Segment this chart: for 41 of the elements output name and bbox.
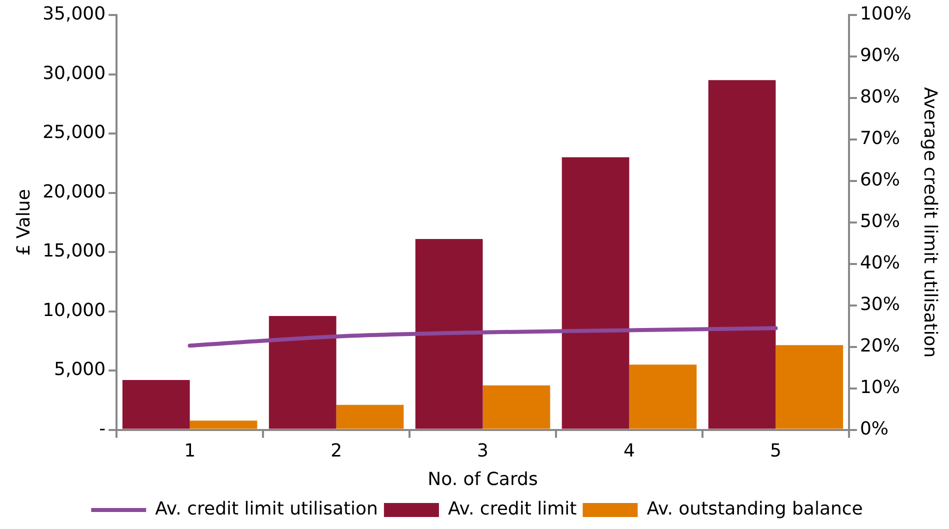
bar (629, 364, 697, 429)
y-tick-label: - (99, 418, 106, 440)
y2-tick-label: 30% (860, 294, 900, 316)
y-tick-label: 30,000 (42, 62, 106, 84)
y2-tick-label: 80% (860, 86, 900, 108)
bar (708, 80, 776, 429)
legend-label: Av. credit limit utilisation (155, 498, 378, 520)
y2-axis-title: Average credit limit utilisation (920, 87, 941, 358)
y2-tick-label: 90% (860, 45, 900, 66)
y-tick-label: 15,000 (42, 240, 106, 262)
x-tick-label: 3 (477, 440, 488, 462)
x-axis-title: No. of Cards (428, 468, 538, 490)
y2-tick-label: 40% (860, 252, 900, 274)
y-tick-label: 20,000 (42, 181, 106, 202)
x-tick-label: 1 (184, 440, 196, 462)
y-tick-label: 35,000 (42, 4, 106, 25)
bar (190, 420, 258, 429)
bar (336, 404, 404, 429)
line-series (188, 326, 778, 348)
bar (415, 238, 483, 429)
x-tick-label: 4 (624, 440, 635, 462)
x-tick-label: 2 (330, 440, 342, 462)
y2-tick-label: 70% (860, 128, 900, 150)
y2-tick-label: 0% (860, 418, 889, 440)
legend-label: Av. outstanding balance (646, 498, 863, 520)
x-tick-label: 5 (770, 440, 782, 462)
bar (122, 380, 190, 429)
y2-tick-label: 100% (860, 4, 912, 25)
legend-label: Av. credit limit (448, 498, 577, 520)
y-tick-label: 10,000 (42, 300, 106, 321)
y2-tick-label: 60% (860, 170, 900, 191)
bar (776, 345, 844, 429)
y2-tick-label: 50% (860, 211, 900, 232)
y2-tick-label: 20% (860, 336, 900, 357)
bar (482, 385, 550, 429)
y-tick-label: 5,000 (54, 359, 106, 380)
bar (268, 316, 336, 429)
y-axis-title: £ Value (13, 189, 34, 256)
y2-tick-label: 10% (860, 376, 900, 398)
bar (562, 157, 630, 429)
y-tick-label: 25,000 (42, 122, 106, 144)
